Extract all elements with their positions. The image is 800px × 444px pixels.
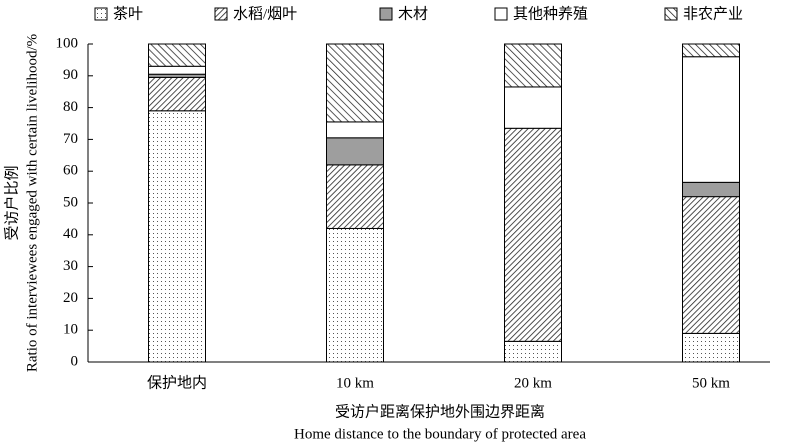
bar-segment bbox=[504, 127, 562, 342]
bar-segment bbox=[148, 65, 206, 75]
y-tick-label: 10 bbox=[63, 322, 78, 338]
bar-segment bbox=[326, 121, 384, 139]
y-tick-label: 30 bbox=[63, 258, 78, 274]
x-tick-label: 10 km bbox=[336, 375, 374, 391]
x-axis-label: Home distance to the boundary of protect… bbox=[294, 426, 586, 442]
bar-segment bbox=[504, 43, 562, 88]
y-tick-label: 100 bbox=[56, 35, 79, 51]
bar-segment bbox=[326, 227, 384, 363]
legend-swatch bbox=[494, 7, 508, 21]
legend-label: 非农产业 bbox=[683, 5, 743, 22]
bar-segment bbox=[148, 76, 206, 112]
legend-swatch bbox=[214, 7, 228, 21]
bar-segment bbox=[504, 340, 562, 363]
legend-label: 其他种养殖 bbox=[513, 5, 588, 22]
bar-segment bbox=[148, 110, 206, 363]
y-tick-label: 50 bbox=[63, 194, 78, 210]
y-tick-label: 80 bbox=[63, 99, 78, 115]
legend-label: 茶叶 bbox=[113, 5, 143, 22]
y-tick-label: 70 bbox=[63, 131, 78, 147]
legend-label: 水稻/烟叶 bbox=[233, 5, 297, 22]
bar-segment bbox=[682, 332, 740, 363]
bar-segment bbox=[326, 137, 384, 166]
y-axis-label: Ratio of interviewees engaged with certa… bbox=[24, 34, 40, 372]
x-tick-label: 50 km bbox=[692, 375, 730, 391]
y-axis-label: 受访户比例 bbox=[3, 165, 20, 240]
bar-segment bbox=[326, 43, 384, 123]
y-tick-label: 0 bbox=[71, 353, 79, 369]
legend-swatch bbox=[94, 7, 108, 21]
y-tick-label: 20 bbox=[63, 290, 78, 306]
x-tick-label: 保护地内 bbox=[147, 374, 207, 391]
y-tick-label: 40 bbox=[63, 226, 78, 242]
x-axis-label: 受访户距离保护地外围边界距离 bbox=[335, 403, 545, 420]
bar-segment bbox=[326, 164, 384, 229]
bar-segment bbox=[682, 56, 740, 183]
bar-segment bbox=[148, 43, 206, 67]
y-tick-label: 90 bbox=[63, 67, 78, 83]
legend-swatch bbox=[664, 7, 678, 21]
bar-segment bbox=[682, 196, 740, 334]
legend-swatch bbox=[379, 7, 393, 21]
legend-label: 木材 bbox=[398, 5, 428, 22]
bar-segment bbox=[682, 43, 740, 58]
bar-segment bbox=[504, 86, 562, 129]
bar-segment bbox=[682, 181, 740, 198]
y-tick-label: 60 bbox=[63, 163, 78, 179]
x-tick-label: 20 km bbox=[514, 375, 552, 391]
